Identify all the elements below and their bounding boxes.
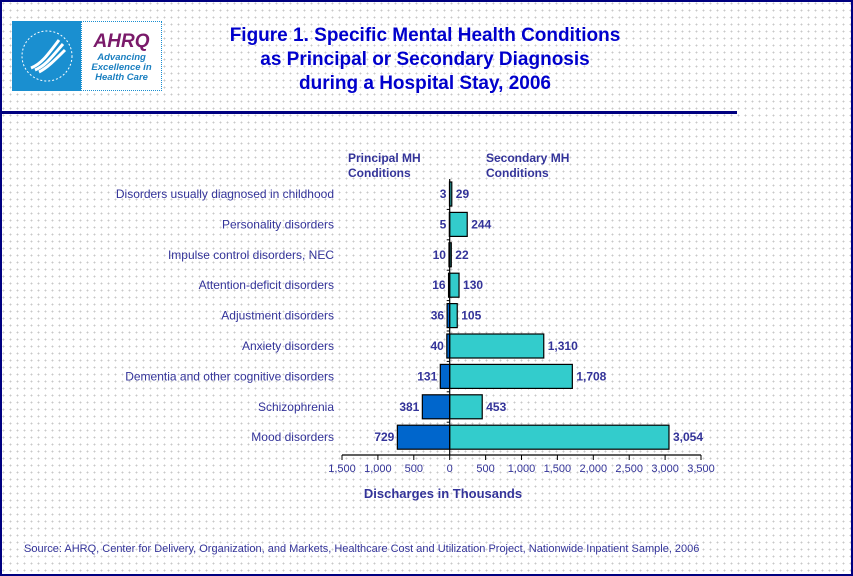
x-tick-label: 1,000 [364,463,392,475]
category-label: Schizophrenia [258,400,334,414]
secondary-value-label: 22 [455,248,469,262]
logo-tagline: Health Care [95,72,148,83]
category-label: Dementia and other cognitive disorders [125,369,334,383]
x-tick-label: 1,000 [508,463,536,475]
principal-header: Conditions [348,166,411,180]
category-label: Adjustment disorders [221,309,334,323]
category-label: Attention-deficit disorders [199,278,334,292]
principal-value-label: 3 [440,187,447,201]
principal-value-label: 16 [432,278,446,292]
x-tick-label: 500 [476,463,494,475]
x-tick-label: 3,500 [687,463,715,475]
logo-tagline: Advancing [97,52,146,63]
x-tick-label: 1,500 [544,463,572,475]
principal-value-label: 10 [433,248,447,262]
ahrq-wordmark: AHRQ [93,31,150,52]
principal-value-label: 131 [417,369,437,383]
title-line: as Principal or Secondary Diagnosis [260,49,590,70]
secondary-bar [449,303,458,329]
category-label: Mood disorders [251,430,334,444]
x-tick-label: 3,000 [651,463,679,475]
secondary-bar [449,424,670,450]
category-label: Disorders usually diagnosed in childhood [116,187,334,201]
title-line: during a Hospital Stay, 2006 [298,73,551,94]
source-note: Source: AHRQ, Center for Delivery, Organ… [24,543,700,555]
secondary-bar [449,272,460,298]
secondary-bar [449,333,545,359]
principal-bar [421,394,451,420]
logo-tagline: Excellence in [91,62,152,73]
x-tick-label: 0 [447,463,453,475]
ahrq-logo: AHRQ Advancing Excellence in Health Care [12,21,162,91]
chart-title: Figure 1. Specific Mental Health Conditi… [180,24,670,96]
secondary-value-label: 1,310 [548,339,578,353]
category-label: Personality disorders [222,217,334,231]
principal-value-label: 729 [374,430,394,444]
title-line: Figure 1. Specific Mental Health Conditi… [229,25,621,46]
secondary-bar [449,394,483,420]
secondary-value-label: 1,708 [576,369,606,383]
principal-value-label: 5 [440,217,447,231]
principal-bar [439,363,451,389]
hhs-eagle-icon [12,21,82,91]
category-label: Anxiety disorders [242,339,334,353]
secondary-value-label: 3,054 [673,430,703,444]
principal-value-label: 381 [399,400,419,414]
category-label: Impulse control disorders, NEC [168,248,334,262]
secondary-bar [449,363,573,389]
principal-bar [396,424,451,450]
secondary-bar [449,211,468,237]
principal-header: Principal MH [348,151,421,165]
principal-value-label: 36 [431,309,445,323]
secondary-value-label: 130 [463,278,483,292]
x-axis-title: Discharges in Thousands [364,486,522,501]
secondary-header: Conditions [486,166,549,180]
secondary-value-label: 29 [456,187,470,201]
secondary-value-label: 453 [486,400,506,414]
secondary-value-label: 105 [461,309,481,323]
x-tick-label: 2,500 [615,463,643,475]
secondary-value-label: 244 [471,217,491,231]
x-tick-label: 1,500 [328,463,356,475]
header-divider [0,111,737,114]
x-tick-label: 2,000 [580,463,608,475]
x-tick-label: 500 [405,463,423,475]
principal-value-label: 40 [430,339,444,353]
secondary-header: Secondary MH [486,151,569,165]
